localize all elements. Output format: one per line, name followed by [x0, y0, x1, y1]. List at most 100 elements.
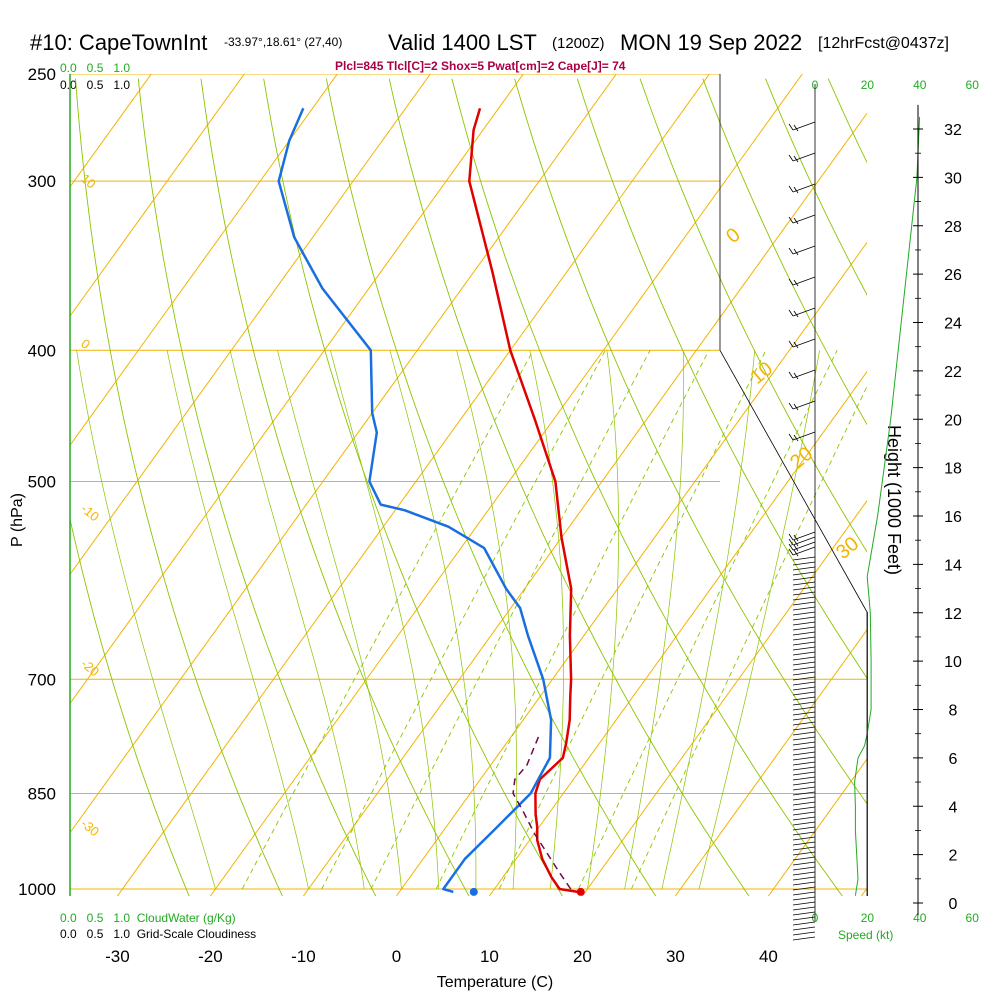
wind-barb-flag [793, 372, 799, 380]
wind-barb [792, 641, 816, 646]
moist-adiabat-line [529, 350, 564, 890]
moist-adiabat-line [330, 350, 440, 890]
dry-adiabat-line [954, 79, 1000, 896]
valid-date: MON 19 Sep 2022 [620, 30, 802, 55]
isotherm-label: 10 [78, 171, 99, 192]
isotherm-line [395, 241, 867, 896]
mixing-ratio-line [370, 350, 651, 890]
wind-barb [792, 691, 816, 696]
wind-barb [792, 936, 816, 941]
x-axis-title: Temperature (C) [437, 974, 553, 991]
wind-barb [792, 806, 816, 811]
wind-barb [792, 676, 816, 681]
wind-barb [792, 841, 816, 846]
wind-barb [792, 561, 816, 566]
wind-barb [792, 871, 816, 876]
parcel-trace [512, 735, 572, 890]
dry-adiabat-line [891, 79, 1000, 896]
speed-tick-top: 60 [966, 78, 980, 92]
wind-barb [792, 586, 816, 591]
wind-barb [792, 636, 816, 641]
height-tick-label: 14 [944, 557, 962, 574]
temperature-tick-label: 0 [392, 947, 401, 966]
wind-barb [792, 581, 816, 586]
speed-axis-label: Speed (kt) [838, 928, 893, 942]
frame-diagonal [719, 350, 868, 896]
dry-adiabat-line [388, 78, 750, 896]
sounding-profiles [277, 107, 585, 896]
top-scale-black: 0.0 0.5 1.0 [60, 78, 130, 92]
wind-barb-flag [793, 186, 799, 194]
wind-barb [792, 831, 816, 836]
mixing-ratio-line [435, 350, 710, 890]
height-tick-label: 30 [944, 170, 962, 187]
wind-barb-flag [793, 248, 799, 256]
isotherm-line [70, 74, 152, 188]
wind-barb [792, 716, 816, 721]
isotherm-line [70, 74, 338, 447]
wind-barb [792, 646, 816, 651]
dry-adiabat-line [200, 78, 470, 896]
wind-barb-flag [793, 155, 799, 163]
temperature-tick-label: 40 [759, 947, 778, 966]
wind-barb-flag [788, 154, 794, 162]
wind-barb [792, 756, 816, 761]
moist-adiabat-line [587, 350, 619, 890]
mixing-ratio-line [578, 350, 838, 890]
isotherm-line [70, 74, 431, 576]
mixing-ratio-label: 8 [482, 902, 498, 915]
surface-temperature-dot [576, 887, 585, 896]
wind-barb-flag [788, 247, 794, 255]
wind-barb [792, 761, 816, 766]
wind-barb [792, 786, 816, 791]
wind-barb [792, 846, 816, 851]
wind-barb-flag [788, 538, 794, 546]
wind-barb [792, 896, 816, 901]
wind-barb [792, 826, 816, 831]
wind-barb [792, 901, 816, 906]
pressure-tick-label: 250 [28, 65, 56, 84]
speed-tick-top: 20 [861, 78, 875, 92]
bottom-scale-green: 0.0 0.5 1.0 CloudWater (g/Kg) [60, 911, 236, 925]
speed-tick-bottom: 20 [861, 911, 875, 925]
temperature-profile [468, 107, 579, 894]
height-tick-label: 6 [949, 751, 958, 768]
wind-barb [792, 791, 816, 796]
wind-barb [792, 916, 816, 921]
wind-barb-flag [793, 544, 799, 552]
moist-adiabat-line [277, 350, 402, 890]
station-coords: -33.97°,18.61° (27,40) [224, 35, 342, 49]
isotherm-label: -20 [78, 656, 102, 680]
isotherm-line [488, 370, 867, 896]
dry-adiabat-line [765, 78, 867, 296]
wind-barb-flag [793, 310, 799, 318]
pressure-tick-label: 850 [28, 784, 56, 803]
wind-barb [792, 576, 816, 581]
wind-barb [792, 876, 816, 881]
wind-barb [792, 891, 816, 896]
isotherm-line [70, 74, 245, 317]
wind-barb [792, 621, 816, 626]
wind-barb [792, 601, 816, 606]
station-title: #10: CapeTownInt [30, 30, 207, 55]
height-tick-label: 16 [944, 509, 962, 526]
wind-barb [792, 766, 816, 771]
height-tick-label: 22 [944, 364, 962, 381]
wind-barb [792, 861, 816, 866]
wind-barb [792, 556, 816, 561]
wind-barb [792, 751, 816, 756]
wind-barb [792, 671, 816, 676]
height-tick-label: 0 [949, 896, 958, 913]
wind-barb [792, 796, 816, 801]
mixing-ratio-label: 5 [418, 902, 434, 915]
height-tick-label: 10 [944, 654, 962, 671]
dry-adiabat-line [451, 78, 843, 896]
pressure-tick-label: 300 [28, 172, 56, 191]
wind-speed-line [854, 116, 921, 896]
height-tick-label: 26 [944, 267, 962, 284]
wind-barb [792, 731, 816, 736]
wind-barb [792, 746, 816, 751]
dry-adiabat-line [576, 78, 867, 679]
speed-tick-bottom: 60 [966, 911, 980, 925]
wind-barb-flag [788, 278, 794, 286]
